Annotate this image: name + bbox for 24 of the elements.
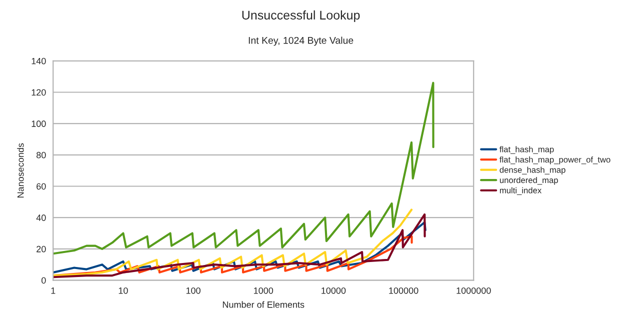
legend-label: flat_hash_map_power_of_two xyxy=(500,156,610,164)
x-tick-label: 100000 xyxy=(389,287,418,294)
y-tick-label: 0 xyxy=(42,277,46,284)
x-tick-label: 1 xyxy=(51,288,56,294)
x-tick-label: 10000 xyxy=(322,287,346,294)
legend-label: dense_hash_map xyxy=(500,166,566,174)
x-tick-label: 1000000 xyxy=(456,287,491,294)
y-tick-label: 80 xyxy=(36,152,46,158)
y-tick-label: 20 xyxy=(36,246,46,252)
legend-label: unordered_map xyxy=(500,176,558,185)
x-tick-label: 100 xyxy=(186,287,200,294)
y-tick-label: 140 xyxy=(32,58,46,64)
x-tick-label: 10 xyxy=(118,287,128,294)
legend-label: flat_hash_map xyxy=(500,146,554,154)
x-tick-label: 1000 xyxy=(254,287,274,294)
y-tick-label: 40 xyxy=(36,214,46,221)
legend-label: multi_index xyxy=(500,187,542,195)
chart-subtitle: Int Key, 1024 Byte Value xyxy=(248,36,354,46)
y-axis-title: Nanoseconds xyxy=(17,143,24,198)
y-tick-label: 60 xyxy=(36,183,46,190)
x-axis-title: Number of Elements xyxy=(222,301,304,308)
chart-title: Unsuccessful Lookup xyxy=(242,10,360,22)
y-tick-label: 100 xyxy=(32,120,46,127)
y-tick-label: 120 xyxy=(32,89,46,96)
